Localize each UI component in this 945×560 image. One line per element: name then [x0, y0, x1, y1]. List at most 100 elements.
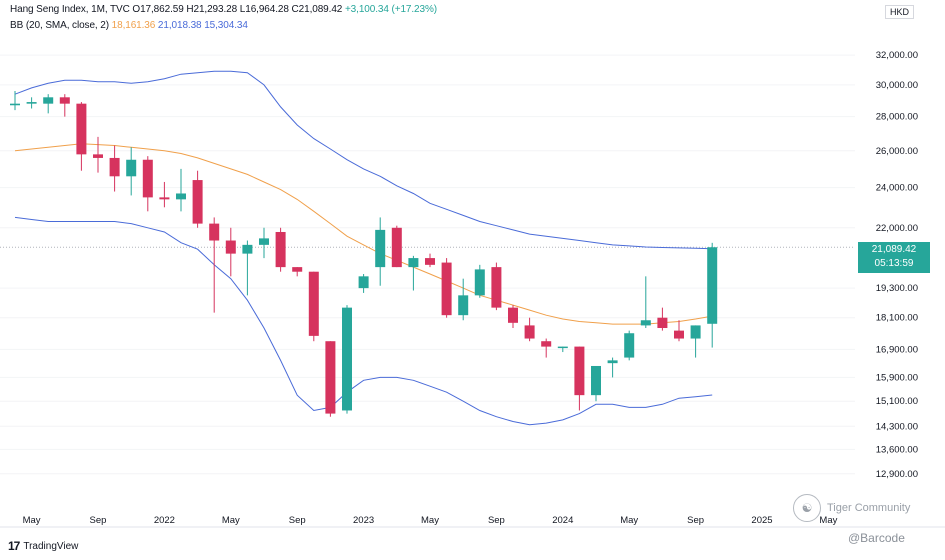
- candle: [574, 346, 585, 411]
- candle: [557, 346, 568, 353]
- y-tick-label: 26,000.00: [876, 146, 918, 157]
- bb-upper-line: [14, 70, 713, 250]
- candle-body: [690, 325, 701, 339]
- y-tick-label: 14,300.00: [876, 421, 918, 432]
- candle-body: [408, 258, 419, 268]
- candle-body: [541, 341, 552, 347]
- currency-label[interactable]: HKD: [885, 5, 915, 19]
- x-tick-label: May: [819, 515, 837, 526]
- candle: [657, 307, 668, 331]
- candle: [491, 262, 502, 311]
- candle-body: [425, 258, 435, 265]
- x-tick-label: May: [620, 515, 638, 526]
- candle: [225, 227, 236, 277]
- open-value: O17,862.59: [132, 4, 184, 15]
- bb-lower-line: [14, 216, 713, 426]
- candle: [458, 278, 469, 321]
- candle-body: [325, 341, 336, 414]
- candle-body: [358, 276, 369, 289]
- y-tick-label: 22,000.00: [876, 223, 918, 234]
- community-text: Tiger Community: [827, 502, 911, 514]
- y-tick-label: 24,000.00: [876, 183, 918, 194]
- candle-body: [142, 159, 153, 198]
- candle: [43, 94, 54, 114]
- candle: [441, 258, 452, 318]
- candle: [508, 305, 518, 329]
- candle-body: [557, 346, 568, 349]
- candle-body: [26, 102, 37, 104]
- candle-body: [225, 240, 236, 254]
- bb-upper-value: 21,018.38: [157, 20, 202, 31]
- candle: [674, 320, 684, 342]
- candle: [176, 168, 186, 212]
- x-tick-label: Sep: [687, 515, 704, 526]
- candle: [142, 156, 153, 212]
- candle-body: [242, 244, 253, 254]
- candle-body: [176, 193, 186, 200]
- candle-body: [607, 360, 618, 364]
- candle-body: [259, 238, 269, 245]
- candle: [275, 227, 286, 272]
- x-axis[interactable]: May Sep 2022 May Sep 2023 May Sep 2024 May Sep 2025…: [23, 515, 838, 526]
- x-tick-label: May: [222, 515, 240, 526]
- candle: [591, 365, 601, 402]
- tradingview-logo[interactable]: 17 TradingView: [8, 539, 78, 553]
- candle-body: [308, 271, 319, 336]
- candle: [640, 276, 651, 329]
- candle: [707, 242, 718, 348]
- x-tick-label: May: [421, 515, 439, 526]
- x-tick-label: Sep: [488, 515, 505, 526]
- bollinger-bands: [14, 70, 713, 426]
- y-tick-label: 15,900.00: [876, 372, 918, 383]
- candle: [391, 225, 402, 268]
- candle: [292, 267, 303, 277]
- handle-watermark: @Barcode: [848, 531, 905, 545]
- candle-body: [674, 330, 684, 339]
- candle-body: [275, 231, 286, 268]
- candle: [76, 102, 87, 171]
- candle: [259, 227, 269, 259]
- legend-bb-line[interactable]: BB (20, SMA, close, 2) 18,161.36 21,018.…: [10, 20, 248, 31]
- candle-body: [126, 159, 137, 177]
- candle: [474, 264, 485, 298]
- x-tick-label: Sep: [289, 515, 306, 526]
- y-tick-label: 12,900.00: [876, 469, 918, 480]
- tv-logo-icon: 17: [8, 539, 20, 553]
- legend-price-line[interactable]: Hang Seng Index, 1M, TVC O17,862.59 H21,…: [10, 4, 437, 15]
- low-value: L16,964.28: [239, 4, 289, 15]
- candlesticks: [10, 91, 718, 417]
- y-axis[interactable]: 32,000.00 30,000.00 28,000.00 26,000.00 24,0…: [876, 50, 918, 480]
- tiger-logo-icon: ☯: [793, 494, 821, 522]
- candle: [26, 97, 37, 109]
- candle: [159, 181, 170, 208]
- change-value: +3,100.34 (+17.23%): [344, 4, 437, 15]
- symbol-title[interactable]: Hang Seng Index, 1M, TVC: [10, 4, 130, 15]
- bb-label[interactable]: BB (20, SMA, close, 2): [10, 20, 109, 31]
- candle: [126, 147, 137, 196]
- candle: [59, 94, 70, 117]
- candle: [325, 341, 336, 417]
- candle-body: [76, 103, 87, 155]
- candle-body: [524, 325, 535, 339]
- last-price-badge: 21,089.42 05:13:59: [858, 242, 930, 274]
- x-tick-label: 2025: [751, 515, 772, 526]
- candle-body: [458, 295, 469, 316]
- candle-body: [292, 267, 303, 272]
- candle-body: [159, 197, 170, 200]
- candle-body: [640, 320, 651, 326]
- candle-body: [192, 180, 203, 224]
- x-tick-label: May: [23, 515, 41, 526]
- candle-body: [657, 317, 668, 329]
- y-tick-label: 32,000.00: [876, 50, 918, 61]
- bar-countdown: 05:13:59: [874, 258, 914, 270]
- candle-body: [93, 154, 103, 158]
- candle-body: [109, 157, 120, 177]
- candle-body: [491, 267, 502, 308]
- chart-grid: [0, 54, 855, 475]
- candle-body: [10, 103, 20, 106]
- candle-body: [342, 307, 352, 411]
- candle: [109, 145, 120, 192]
- candle-body: [508, 307, 518, 323]
- candle: [93, 136, 103, 173]
